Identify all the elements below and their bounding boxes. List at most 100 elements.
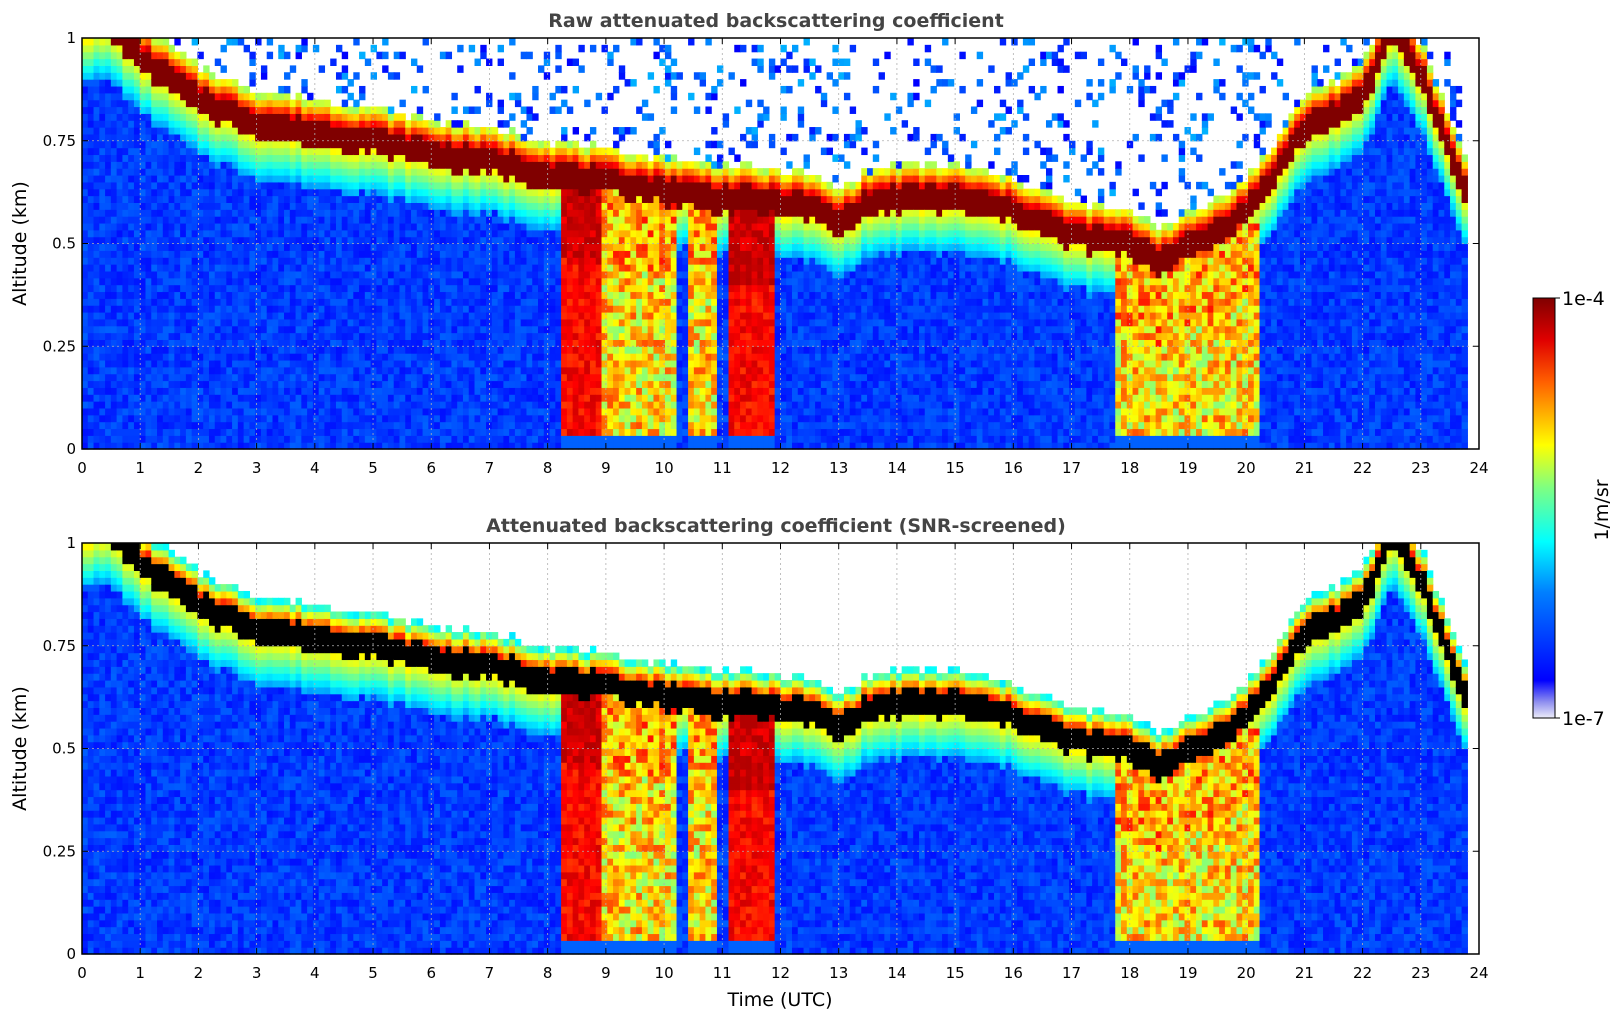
heatmap-cell	[469, 346, 475, 353]
heatmap-cell	[607, 401, 613, 408]
heatmap-cell	[232, 202, 238, 209]
heatmap-cell	[117, 305, 123, 312]
heatmap-cell	[503, 196, 509, 203]
heatmap-cell	[111, 298, 117, 305]
heatmap-cell	[324, 202, 330, 209]
heatmap-cell	[267, 360, 273, 367]
heatmap-cell	[342, 278, 348, 285]
heatmap-cell	[434, 422, 440, 429]
heatmap-cell	[440, 175, 446, 182]
heatmap-cell	[221, 182, 227, 189]
heatmap-cell	[498, 59, 504, 66]
heatmap-cell	[567, 401, 573, 408]
heatmap-cell	[550, 435, 556, 442]
heatmap-cell	[203, 291, 209, 298]
heatmap-cell	[515, 312, 521, 319]
heatmap-cell	[324, 326, 330, 333]
heatmap-cell	[238, 298, 244, 305]
heatmap-cell	[221, 237, 227, 244]
heatmap-cell	[371, 107, 377, 114]
heatmap-cell	[330, 237, 336, 244]
heatmap-cell	[301, 408, 307, 415]
heatmap-cell	[215, 168, 221, 175]
heatmap-cell	[440, 257, 446, 264]
heatmap-cell	[272, 408, 278, 415]
heatmap-cell	[596, 394, 602, 401]
heatmap-cell	[561, 374, 567, 381]
heatmap-cell	[99, 107, 105, 114]
heatmap-cell	[394, 161, 400, 168]
heatmap-cell	[434, 415, 440, 422]
heatmap-cell	[151, 387, 157, 394]
heatmap-cell	[301, 209, 307, 216]
heatmap-cell	[134, 319, 140, 326]
heatmap-cell	[301, 168, 307, 175]
heatmap-cell	[555, 148, 561, 155]
heatmap-cell	[296, 223, 302, 230]
heatmap-cell	[238, 244, 244, 251]
heatmap-cell	[174, 422, 180, 429]
heatmap-cell	[486, 291, 492, 298]
heatmap-cell	[249, 250, 255, 257]
heatmap-cell	[446, 271, 452, 278]
heatmap-cell	[99, 353, 105, 360]
heatmap-cell	[290, 387, 296, 394]
heatmap-cell	[99, 435, 105, 442]
heatmap-cell	[99, 38, 105, 45]
heatmap-cell	[573, 216, 579, 223]
heatmap-cell	[324, 223, 330, 230]
heatmap-cell	[376, 333, 382, 340]
heatmap-cell	[267, 394, 273, 401]
heatmap-cell	[526, 415, 532, 422]
heatmap-cell	[573, 161, 579, 168]
heatmap-cell	[394, 428, 400, 435]
heatmap-cell	[417, 435, 423, 442]
heatmap-cell	[521, 141, 527, 148]
heatmap-cell	[561, 237, 567, 244]
heatmap-cell	[561, 394, 567, 401]
heatmap-cell	[192, 285, 198, 292]
heatmap-cell	[111, 346, 117, 353]
heatmap-cell	[330, 401, 336, 408]
heatmap-cell	[590, 401, 596, 408]
heatmap-cell	[613, 244, 619, 251]
heatmap-cell	[284, 360, 290, 367]
heatmap-cell	[99, 134, 105, 141]
heatmap-cell	[578, 428, 584, 435]
heatmap-cell	[221, 45, 227, 52]
heatmap-cell	[174, 59, 180, 66]
heatmap-cell	[590, 223, 596, 230]
heatmap-cell	[498, 257, 504, 264]
heatmap-cell	[584, 250, 590, 257]
heatmap-cell	[336, 374, 342, 381]
heatmap-cell	[480, 202, 486, 209]
heatmap-cell	[146, 168, 152, 175]
heatmap-cell	[261, 387, 267, 394]
heatmap-cell	[498, 401, 504, 408]
heatmap-cell	[192, 230, 198, 237]
heatmap-cell	[446, 428, 452, 435]
heatmap-cell	[88, 148, 94, 155]
heatmap-cell	[192, 161, 198, 168]
heatmap-cell	[521, 168, 527, 175]
heatmap-cell	[278, 45, 284, 52]
heatmap-cell	[163, 209, 169, 216]
heatmap-cell	[371, 408, 377, 415]
heatmap-cell	[584, 216, 590, 223]
heatmap-cell	[348, 237, 354, 244]
heatmap-cell	[348, 387, 354, 394]
heatmap-cell	[319, 360, 325, 367]
heatmap-cell	[111, 216, 117, 223]
heatmap-cell	[376, 120, 382, 127]
heatmap-cell	[319, 278, 325, 285]
heatmap-cell	[122, 65, 128, 72]
heatmap-cell	[515, 326, 521, 333]
heatmap-cell	[284, 237, 290, 244]
heatmap-cell	[111, 367, 117, 374]
heatmap-cell	[613, 209, 619, 216]
heatmap-cell	[463, 148, 469, 155]
heatmap-cell	[613, 285, 619, 292]
heatmap-cell	[278, 291, 284, 298]
heatmap-cell	[526, 189, 532, 196]
heatmap-cell	[174, 367, 180, 374]
